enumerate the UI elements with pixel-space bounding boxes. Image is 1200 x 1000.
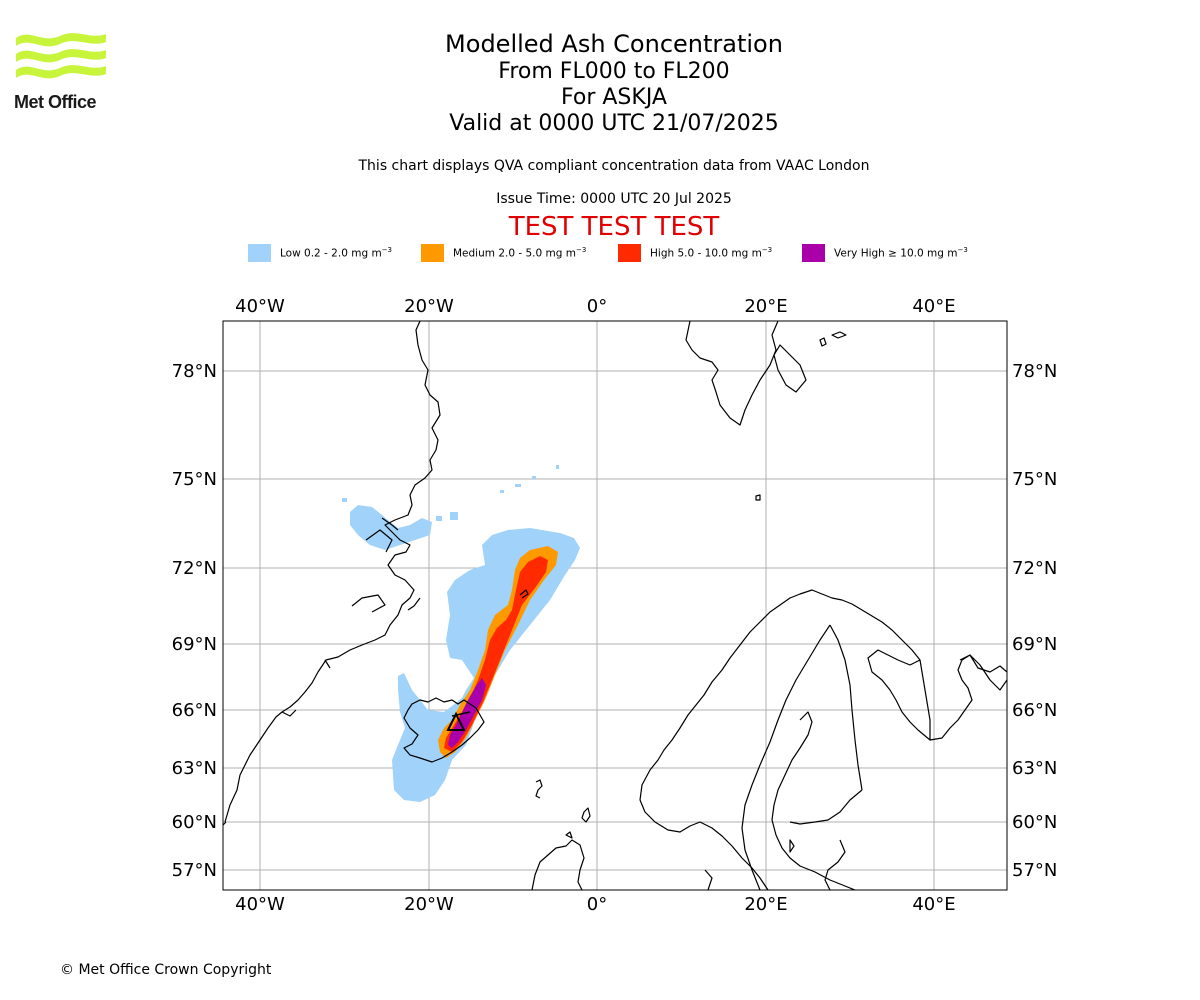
lat-label-left-63n: 63°N (172, 758, 217, 779)
coast-greenland-fjord-4 (407, 597, 421, 611)
coast-jan-mayen (519, 589, 529, 599)
lat-label-right-63n: 63°N (1012, 758, 1057, 779)
coast-faroes (535, 779, 543, 799)
ash-fleck-4 (515, 484, 521, 487)
lat-label-left-57n: 57°N (172, 860, 217, 881)
logo-waves-icon (16, 33, 106, 79)
flight-level-range: From FL000 to FL200 (498, 59, 730, 84)
coast-iceland (403, 697, 485, 763)
legend-swatch-very-high (802, 244, 825, 262)
ash-fleck-2 (450, 512, 458, 520)
lat-label-left-66n: 66°N (172, 700, 217, 721)
coast-greenland-fjord-3 (381, 517, 399, 531)
legend-label-high: High 5.0 - 10.0 mg m (650, 247, 762, 260)
lon-label-top-20e: 20°E (744, 296, 787, 317)
border-sweden-finland (829, 624, 863, 791)
coast-shetland (581, 807, 591, 823)
met-office-logo: Met Office (14, 28, 108, 114)
ash-contours (342, 465, 580, 802)
lon-label-bottom-40w: 40°W (235, 894, 285, 915)
lat-label-right-66n: 66°N (1012, 700, 1057, 721)
coast-russia-border (919, 659, 931, 740)
legend-label-very-high: Very High ≥ 10.0 mg m (834, 247, 958, 260)
longitude-labels-top: 40°W 20°W 0° 20°E 40°E (235, 296, 955, 317)
lon-label-top-0: 0° (587, 296, 607, 317)
chart-title: Modelled Ash Concentration (445, 30, 783, 58)
volcano-name: For ASKJA (561, 85, 667, 110)
lat-label-right-60n: 60°N (1012, 812, 1057, 833)
lon-label-top-40w: 40°W (235, 296, 285, 317)
coast-greenland (224, 321, 441, 823)
chart-titles: Modelled Ash Concentration From FL000 to… (314, 30, 914, 137)
legend-unit-exp-high: −3 (761, 246, 773, 254)
border-sweden-norway (741, 624, 831, 890)
coast-denmark (704, 869, 713, 890)
copyright-notice: © Met Office Crown Copyright (60, 962, 272, 978)
legend-swatch-high (618, 244, 641, 262)
coast-orkney (565, 831, 573, 839)
legend-swatch-medium (421, 244, 444, 262)
logo-text: Met Office (14, 92, 97, 112)
lat-label-left-72n: 72°N (172, 558, 217, 579)
coast-greenland-fjord-5 (281, 709, 297, 717)
coast-scotland (531, 839, 585, 890)
map-area (223, 321, 1007, 890)
ash-fleck-7 (342, 498, 347, 502)
lat-label-right-69n: 69°N (1012, 634, 1057, 655)
lat-label-right-75n: 75°N (1012, 469, 1057, 490)
lon-label-bottom-20w: 20°W (404, 894, 454, 915)
lon-label-bottom-20e: 20°E (744, 894, 787, 915)
ash-area-low-west (350, 505, 432, 550)
test-banner: TEST TEST TEST (508, 212, 720, 242)
coast-kola (959, 654, 1007, 673)
latitude-labels-left: 78°N 75°N 72°N 69°N 66°N 63°N 60°N 57°N (172, 361, 217, 881)
map-frame (222, 320, 1008, 891)
legend-swatch-low (248, 244, 271, 262)
coast-gulf-of-bothnia (771, 711, 856, 890)
coast-greenland-fjord-1 (351, 594, 386, 613)
legend-unit-exp-very-high: −3 (957, 246, 968, 254)
volcano-marker-icon (446, 711, 471, 731)
coast-scandinavia (639, 589, 1007, 801)
lat-label-right-57n: 57°N (1012, 860, 1057, 881)
valid-time: Valid at 0000 UTC 21/07/2025 (449, 111, 779, 136)
coast-greenland-fjord-6 (324, 659, 331, 669)
legend-label-low: Low 0.2 - 2.0 mg m (280, 247, 382, 260)
coastlines (223, 321, 1007, 890)
coast-kvitoya (819, 337, 827, 347)
legend-label-medium: Medium 2.0 - 5.0 mg m (453, 247, 576, 260)
coast-baltic-east (824, 839, 846, 890)
lat-label-left-75n: 75°N (172, 469, 217, 490)
legend-unit-exp-medium: −3 (575, 246, 587, 254)
lon-label-bottom-40e: 40°E (912, 894, 955, 915)
coast-finland-south (789, 789, 863, 825)
lon-label-bottom-0: 0° (587, 894, 607, 915)
lat-label-right-72n: 72°N (1012, 558, 1057, 579)
coast-greenland-fjord-2 (365, 529, 393, 553)
ash-fleck-1 (436, 516, 442, 521)
ash-fleck-3 (500, 490, 504, 493)
coast-gotland (789, 839, 795, 853)
ash-fleck-6 (556, 465, 559, 469)
lat-label-right-78n: 78°N (1012, 361, 1057, 382)
lat-label-left-78n: 78°N (172, 361, 217, 382)
issue-time: Issue Time: 0000 UTC 20 Jul 2025 (496, 191, 732, 207)
graticule (223, 321, 1007, 890)
ash-fleck-5 (532, 476, 536, 479)
lon-label-top-40e: 40°E (912, 296, 955, 317)
latitude-labels-right: 78°N 75°N 72°N 69°N 66°N 63°N 60°N 57°N (1012, 361, 1057, 881)
legend-unit-exp-low: −3 (381, 246, 393, 254)
lat-label-left-60n: 60°N (172, 812, 217, 833)
coast-svalbard (685, 321, 779, 426)
coast-svalbard-east (773, 344, 807, 393)
coast-bjornoya (755, 494, 761, 501)
longitude-labels-bottom: 40°W 20°W 0° 20°E 40°E (235, 894, 955, 915)
lon-label-top-20w: 20°W (404, 296, 454, 317)
chart-subtitle: This chart displays QVA compliant concen… (358, 158, 870, 174)
coast-island-ne (831, 331, 847, 339)
coast-greenland-fjord-7 (223, 821, 227, 826)
lat-label-left-69n: 69°N (172, 634, 217, 655)
